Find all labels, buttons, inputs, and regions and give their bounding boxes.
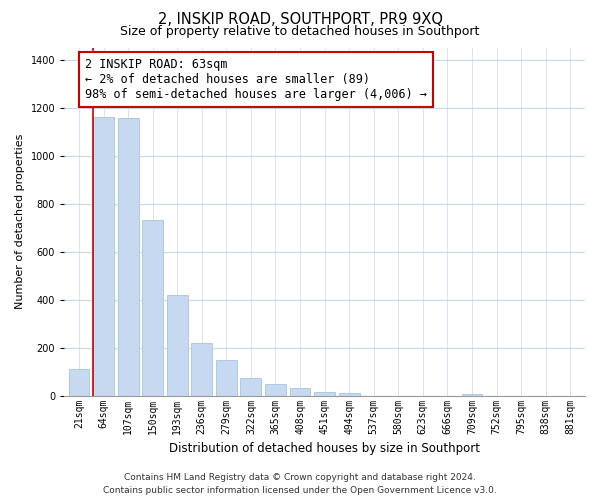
Bar	[241, 378, 262, 396]
Bar	[142, 220, 163, 396]
Bar	[290, 388, 310, 396]
Text: Contains HM Land Registry data © Crown copyright and database right 2024.
Contai: Contains HM Land Registry data © Crown c…	[103, 474, 497, 495]
Bar	[265, 384, 286, 396]
Bar	[339, 393, 359, 396]
Bar	[167, 295, 188, 396]
Bar	[118, 118, 139, 396]
Bar	[216, 360, 237, 396]
Bar	[461, 394, 482, 396]
Text: Size of property relative to detached houses in Southport: Size of property relative to detached ho…	[121, 25, 479, 38]
Bar	[191, 343, 212, 396]
Y-axis label: Number of detached properties: Number of detached properties	[15, 134, 25, 310]
Bar	[93, 117, 114, 396]
Bar	[68, 369, 89, 396]
Text: 2, INSKIP ROAD, SOUTHPORT, PR9 9XQ: 2, INSKIP ROAD, SOUTHPORT, PR9 9XQ	[157, 12, 443, 28]
X-axis label: Distribution of detached houses by size in Southport: Distribution of detached houses by size …	[169, 442, 480, 455]
Text: 2 INSKIP ROAD: 63sqm
← 2% of detached houses are smaller (89)
98% of semi-detach: 2 INSKIP ROAD: 63sqm ← 2% of detached ho…	[85, 58, 427, 101]
Bar	[314, 392, 335, 396]
